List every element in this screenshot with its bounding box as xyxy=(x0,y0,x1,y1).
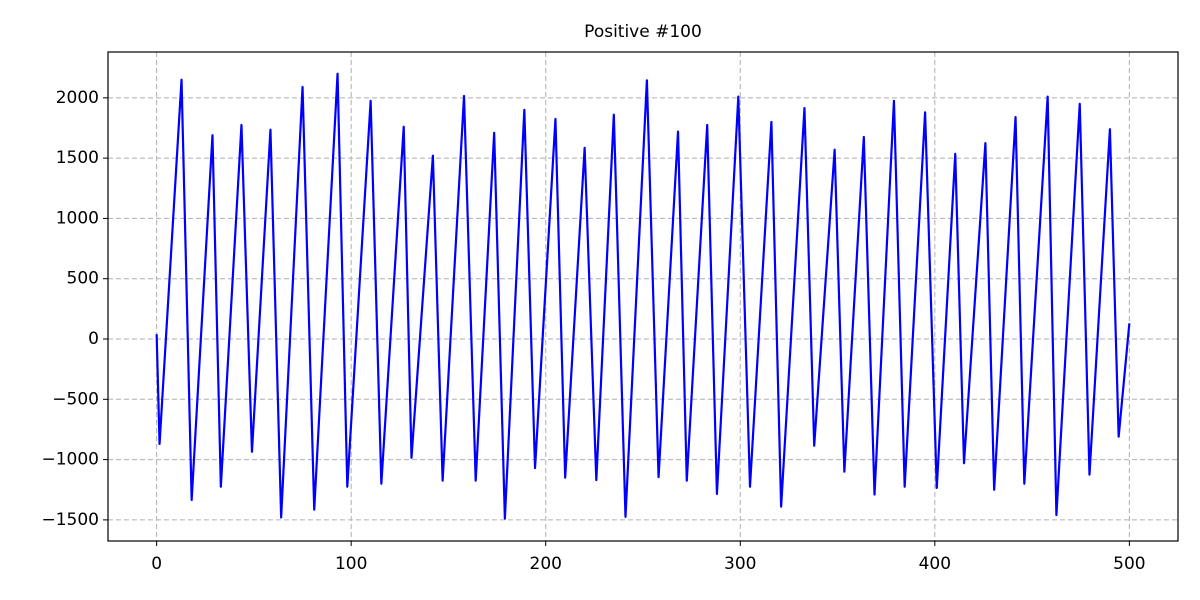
x-tick-label: 100 xyxy=(335,554,367,574)
y-tick-label: 2000 xyxy=(56,88,99,108)
plot-frame xyxy=(107,51,1179,542)
x-tick-label: 300 xyxy=(724,554,756,574)
data-line xyxy=(155,72,1131,520)
y-tick-label: 0 xyxy=(88,329,99,349)
x-tick-label: 500 xyxy=(1113,554,1145,574)
x-tick-label: 0 xyxy=(151,554,162,574)
y-tick-label: 1500 xyxy=(56,148,99,168)
y-tick-label: −500 xyxy=(52,389,99,409)
y-tick-label: −1000 xyxy=(41,450,99,470)
y-tick-label: −1500 xyxy=(41,510,99,530)
x-tick-label: 400 xyxy=(919,554,951,574)
y-tick-label: 1000 xyxy=(56,208,99,228)
x-tick-label: 200 xyxy=(530,554,562,574)
y-tick-label: 500 xyxy=(67,269,99,289)
chart-title: Positive #100 xyxy=(584,22,702,42)
